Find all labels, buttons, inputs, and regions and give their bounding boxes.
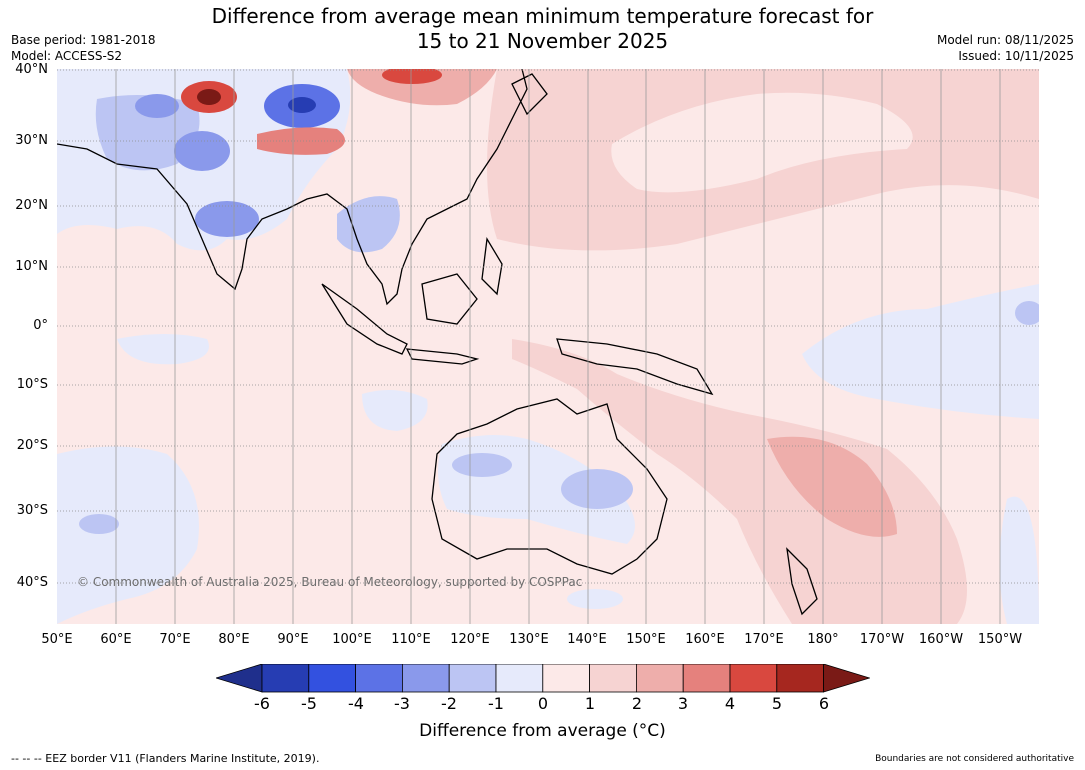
colorbar-tick: -1 bbox=[488, 694, 504, 713]
cool-spot-bay-of-bengal bbox=[195, 201, 259, 237]
lat-label: 30°N bbox=[15, 133, 48, 148]
australia-coastline bbox=[431, 398, 668, 575]
map-svg bbox=[57, 69, 1039, 624]
colorbar-tick: 5 bbox=[771, 694, 783, 713]
lat-label: 40°N bbox=[15, 62, 48, 77]
colorbar-segment bbox=[589, 664, 637, 693]
cool-spot-south-indian-ocean bbox=[79, 514, 119, 534]
warm-spot-china-north bbox=[382, 69, 442, 84]
model-run: Model run: 08/11/2025 bbox=[936, 33, 1074, 47]
new-guinea-coastline bbox=[556, 338, 714, 396]
colorbar-tick: -2 bbox=[441, 694, 457, 713]
lon-label: 140°E bbox=[567, 632, 607, 647]
map-title: Difference from average mean minimum tem… bbox=[0, 4, 1085, 54]
lon-label: 180° bbox=[807, 632, 839, 647]
colorbar-tick: 4 bbox=[724, 694, 736, 713]
warm-anomaly-south-pacific bbox=[767, 436, 897, 537]
philippines-coastline bbox=[481, 237, 503, 296]
colorbar-segment bbox=[776, 664, 824, 693]
colorbar-extend-low bbox=[216, 664, 263, 693]
colorbar-segment bbox=[401, 664, 450, 693]
colorbar-segment bbox=[308, 664, 357, 693]
copyright-notice: © Commonwealth of Australia 2025, Bureau… bbox=[77, 575, 583, 589]
lon-label: 70°E bbox=[159, 632, 191, 647]
cool-core-tibet bbox=[288, 97, 316, 113]
map-panel bbox=[57, 69, 1039, 624]
colorbar-segment bbox=[448, 664, 497, 693]
lon-label: 50°E bbox=[41, 632, 73, 647]
colorbar-extend-high bbox=[823, 664, 870, 693]
lat-label: 20°S bbox=[16, 438, 48, 453]
lat-label: 40°S bbox=[16, 575, 48, 590]
cool-area-indochina bbox=[337, 196, 400, 253]
lat-label: 10°N bbox=[15, 259, 48, 274]
colorbar-tick: -3 bbox=[394, 694, 410, 713]
lon-label: 170°E bbox=[744, 632, 784, 647]
lon-label: 100°E bbox=[332, 632, 372, 647]
asia-coastline bbox=[57, 69, 528, 306]
japan-coastline bbox=[511, 73, 548, 116]
lon-label: 150°W bbox=[977, 632, 1023, 647]
meta-right: Model run: 08/11/2025 Issued: 10/11/2025 bbox=[937, 32, 1074, 64]
colorbar-segment bbox=[355, 664, 403, 693]
model-name: Model: ACCESS-S2 bbox=[11, 49, 123, 63]
lon-label: 80°E bbox=[218, 632, 250, 647]
lon-label: 160°E bbox=[685, 632, 725, 647]
lon-label: 130°E bbox=[509, 632, 549, 647]
lon-label: 120°E bbox=[450, 632, 490, 647]
lat-label: 0° bbox=[33, 318, 48, 333]
neutral-pocket-north-pacific bbox=[611, 92, 913, 193]
new-zealand-coastline bbox=[786, 547, 818, 616]
cool-area-far-east bbox=[999, 496, 1039, 624]
cool-spot-middle-east bbox=[135, 94, 179, 118]
cool-area-west-indian-ocean bbox=[117, 334, 209, 365]
lon-label: 110°E bbox=[391, 632, 431, 647]
issued-date: Issued: 10/11/2025 bbox=[958, 49, 1074, 63]
colorbar-tick: 1 bbox=[584, 694, 596, 713]
colorbar-label: Difference from average (°C) bbox=[419, 721, 666, 741]
colorbar-tick: -5 bbox=[301, 694, 317, 713]
colorbar-tick: 0 bbox=[537, 694, 549, 713]
cool-spot-central-australia bbox=[561, 469, 633, 509]
cool-spot-india-north bbox=[174, 131, 230, 171]
colorbar-tick: -4 bbox=[348, 694, 364, 713]
meridians bbox=[115, 69, 1001, 624]
cool-spot-central-pacific bbox=[1015, 301, 1039, 325]
colorbar-tick: 2 bbox=[631, 694, 643, 713]
title-line-1: Difference from average mean minimum tem… bbox=[211, 4, 874, 28]
lon-label: 170°W bbox=[859, 632, 905, 647]
colorbar bbox=[216, 664, 870, 693]
colorbar-tick: -6 bbox=[254, 694, 270, 713]
eez-border-note: -- -- -- EEZ border V11 (Flanders Marine… bbox=[11, 752, 320, 765]
title-line-2: 15 to 21 November 2025 bbox=[416, 29, 669, 53]
cool-area-south-indian-ocean bbox=[57, 446, 199, 624]
colorbar-segment bbox=[635, 664, 684, 693]
colorbar-segment bbox=[495, 664, 544, 693]
lat-label: 20°N bbox=[15, 198, 48, 213]
colorbar-segment bbox=[729, 664, 778, 693]
colorbar-tick: 6 bbox=[818, 694, 830, 713]
cool-spot-western-australia bbox=[452, 453, 512, 477]
lat-label: 10°S bbox=[16, 377, 48, 392]
lon-label: 150°E bbox=[626, 632, 666, 647]
cool-spot-tasmania bbox=[567, 589, 623, 609]
borneo-coastline bbox=[421, 273, 478, 325]
coastlines bbox=[57, 69, 818, 616]
boundaries-disclaimer: Boundaries are not considered authoritat… bbox=[875, 754, 1074, 764]
colorbar-tick: 3 bbox=[677, 694, 689, 713]
colorbar-segment bbox=[682, 664, 731, 693]
meta-left: Base period: 1981-2018 Model: ACCESS-S2 bbox=[11, 32, 156, 64]
colorbar-segment bbox=[261, 664, 310, 693]
lat-label: 30°S bbox=[16, 503, 48, 518]
base-period: Base period: 1981-2018 bbox=[11, 33, 156, 47]
lon-label: 90°E bbox=[277, 632, 309, 647]
warm-band-south-pacific bbox=[512, 339, 967, 624]
lon-label: 60°E bbox=[100, 632, 132, 647]
warm-core-himalaya bbox=[197, 89, 221, 105]
lon-label: 160°W bbox=[918, 632, 964, 647]
colorbar-segment bbox=[542, 664, 590, 693]
